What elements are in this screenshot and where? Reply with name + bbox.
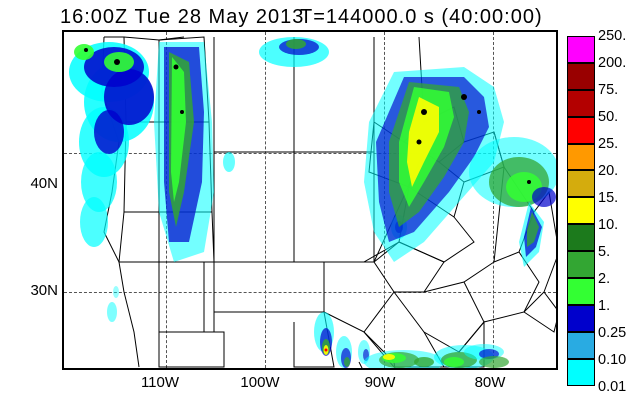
cb-cell-12	[567, 359, 595, 386]
cb-label-50: 50.	[598, 109, 618, 125]
cb-cell-3	[567, 117, 595, 144]
cb-label-25: 25.	[598, 136, 618, 152]
datetime-title: 16:00Z Tue 28 May 2013	[60, 6, 304, 29]
cb-cell-8	[567, 251, 595, 278]
cb-label-0-10: 0.10	[598, 352, 626, 368]
cb-label-200: 200.	[598, 55, 626, 71]
cb-cell-9	[567, 278, 595, 305]
cb-cell-4	[567, 144, 595, 171]
cb-label-2: 2.	[598, 271, 610, 287]
time-title: T=144000.0 s (40:00:00)	[300, 6, 543, 29]
lat-label-30n: 30N	[20, 282, 58, 299]
cb-cell-0	[567, 36, 595, 63]
cb-label-250: 250.	[598, 28, 626, 44]
cb-label-0-01: 0.01	[598, 379, 626, 395]
lat-label-40n: 40N	[20, 175, 58, 192]
cb-cell-2	[567, 90, 595, 117]
colorbar[interactable]	[567, 36, 595, 386]
map-frame[interactable]	[62, 30, 558, 370]
cb-label-10: 10.	[598, 217, 618, 233]
us-map-svg	[64, 32, 558, 370]
cb-cell-5	[567, 170, 595, 197]
cb-label-20: 20.	[598, 163, 618, 179]
cb-cell-10	[567, 305, 595, 332]
cb-cell-7	[567, 224, 595, 251]
lon-label-100w: 100W	[235, 374, 285, 391]
cb-cell-6	[567, 197, 595, 224]
lon-label-110w: 110W	[135, 374, 185, 391]
cb-cell-1	[567, 63, 595, 90]
cb-label-75: 75.	[598, 82, 618, 98]
cb-label-0-25: 0.25	[598, 325, 626, 341]
weather-map-page: 16:00Z Tue 28 May 2013 T=144000.0 s (40:…	[0, 0, 640, 400]
lon-label-80w: 80W	[465, 374, 515, 391]
cb-label-1: 1.	[598, 298, 610, 314]
cb-label-5: 5.	[598, 244, 610, 260]
cb-cell-11	[567, 332, 595, 359]
lon-label-90w: 90W	[355, 374, 405, 391]
cb-label-15: 15.	[598, 190, 618, 206]
